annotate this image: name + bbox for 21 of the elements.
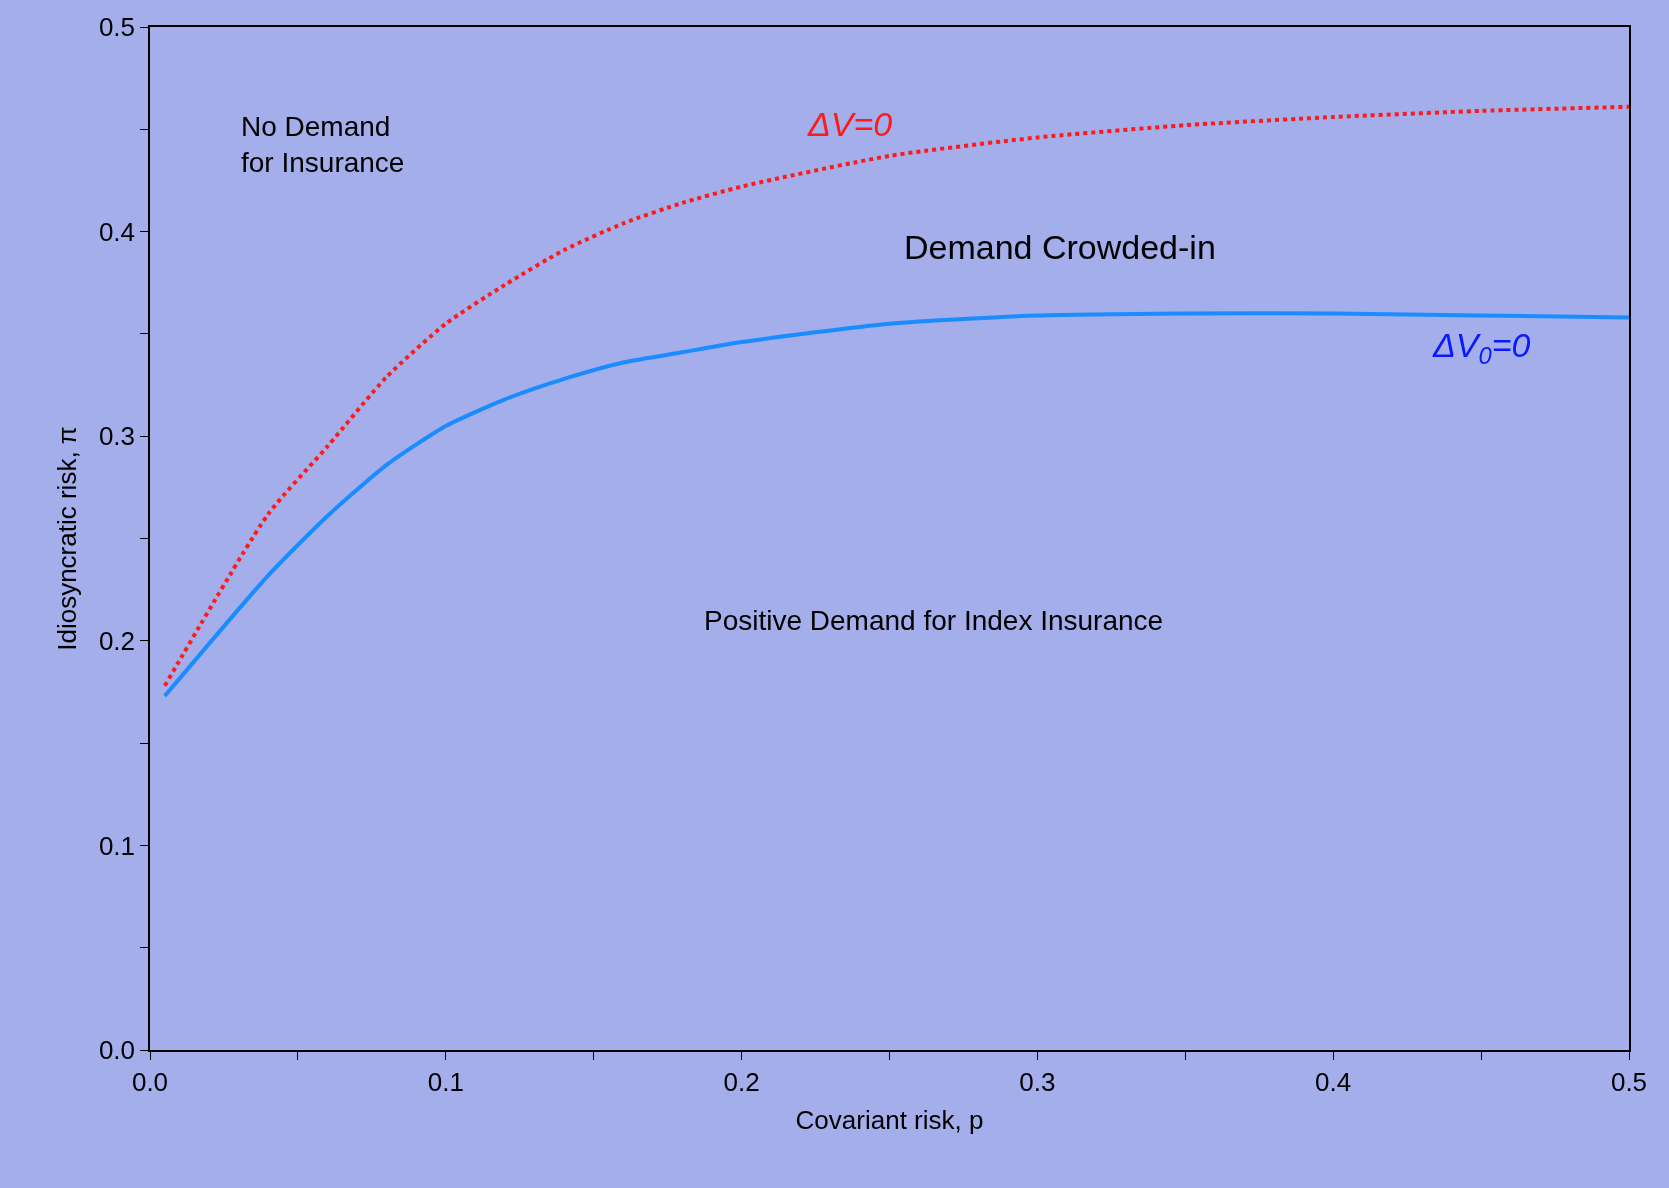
annotation: Positive Demand for Index Insurance: [704, 605, 1164, 636]
x-tick-label: 0.1: [427, 1066, 464, 1097]
series-label: ΔV$_{0}$=0: [1432, 326, 1531, 370]
y-tick-label: 0.4: [98, 216, 136, 247]
x-axis-title: Covariant risk, p: [795, 1105, 984, 1136]
y-tick-label: 0.1: [98, 830, 136, 861]
x-tick-label: 0.5: [1610, 1066, 1648, 1097]
x-tick-label: 0.0: [131, 1066, 169, 1097]
annotation: Demand Crowded-in: [904, 228, 1216, 266]
x-tick-label: 0.3: [1019, 1066, 1056, 1097]
y-tick-label: 0.2: [98, 625, 136, 656]
line-series: [162, 311, 1629, 699]
y-tick-label: 0.3: [98, 421, 136, 452]
y-tick-label: 0.0: [98, 1035, 136, 1066]
line-series: [162, 104, 1629, 688]
x-tick-label: 0.4: [1315, 1066, 1352, 1097]
annotation: No Demand for Insurance: [241, 111, 405, 179]
y-tick-label: 0.5: [98, 12, 136, 43]
y-axis-title: Idiosyncratic risk, π: [51, 426, 82, 651]
series-label: ΔV=0: [807, 105, 893, 143]
x-tick-label: 0.2: [723, 1066, 760, 1097]
